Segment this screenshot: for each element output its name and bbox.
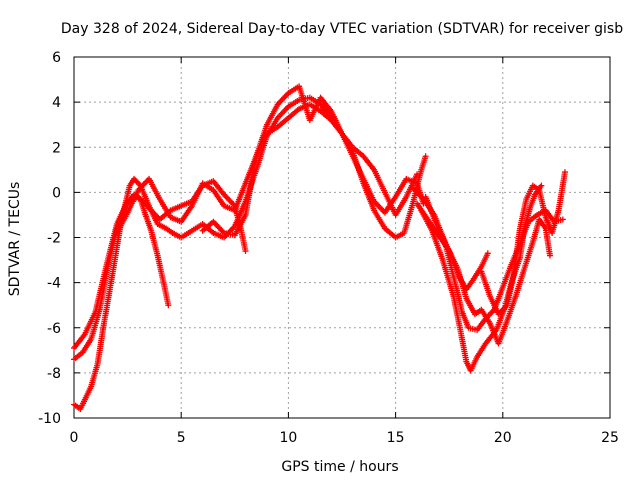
x-tick-label: 20 (494, 430, 512, 446)
y-tick-label: -4 (47, 276, 61, 292)
chart-title: Day 328 of 2024, Sidereal Day-to-day VTE… (61, 21, 623, 37)
series-track-10 (478, 169, 568, 318)
data-point-marker (546, 252, 553, 259)
series-track-9 (422, 193, 553, 347)
grid-lines (74, 57, 610, 418)
data-point-marker (242, 248, 249, 255)
y-tick-label: 2 (52, 140, 61, 156)
series-track-3 (71, 178, 249, 352)
data-point-marker (484, 250, 491, 257)
y-axis-label: SDTVAR / TECUs (7, 182, 23, 297)
x-axis-label: GPS time / hours (281, 459, 398, 475)
x-tick-label: 0 (70, 430, 79, 446)
axes: 0 5 10 15 20 25 -10 -8 -6 -4 -2 0 2 4 6 (38, 50, 619, 446)
y-tick-label: 4 (52, 95, 61, 111)
x-tick-label: 15 (387, 430, 405, 446)
data-point-marker (165, 302, 172, 309)
series-track-5 (199, 83, 421, 239)
data-point-marker (422, 153, 429, 160)
y-tick-label: -10 (38, 411, 61, 427)
x-tick-label: 25 (601, 430, 619, 446)
x-tick-label: 5 (177, 430, 186, 446)
y-tick-label: -2 (47, 231, 61, 247)
data-point-marker (414, 171, 421, 178)
x-tick-label: 10 (279, 430, 297, 446)
series-track-1 (71, 94, 429, 412)
data-point-marker (559, 216, 566, 223)
data-point-marker (538, 182, 545, 189)
data-point-marker (561, 169, 568, 176)
y-tick-label: -8 (47, 366, 61, 382)
y-tick-label: 0 (52, 185, 61, 201)
y-tick-label: -6 (47, 321, 61, 337)
y-tick-label: 6 (52, 50, 61, 66)
data-series (71, 83, 568, 412)
